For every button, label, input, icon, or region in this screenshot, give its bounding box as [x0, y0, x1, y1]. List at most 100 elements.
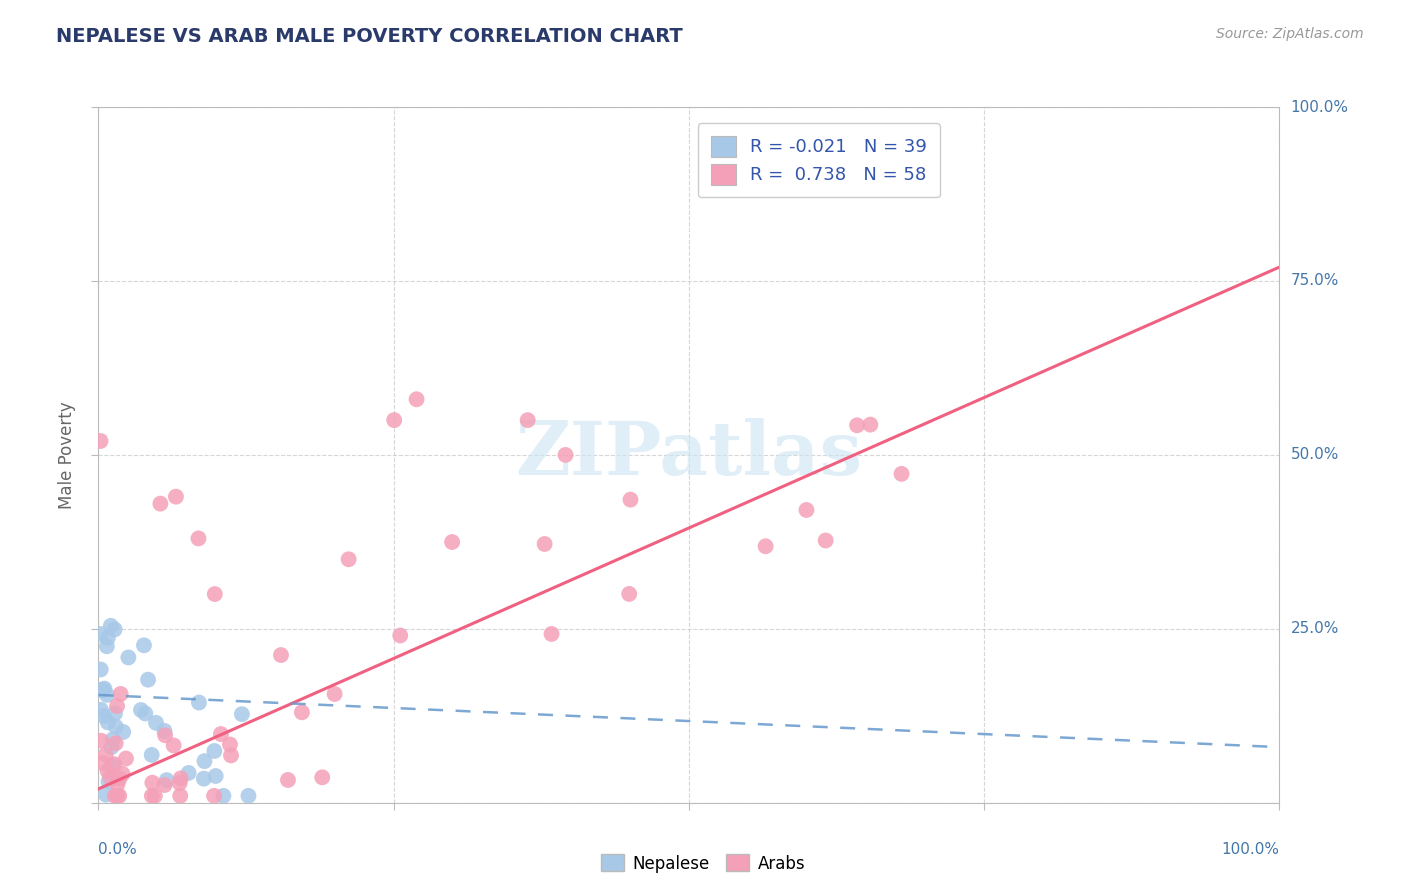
- Point: [143, 789, 166, 803]
- Point: [212, 789, 235, 803]
- Point: [291, 706, 314, 720]
- Point: [204, 769, 226, 783]
- Point: [209, 727, 232, 741]
- Point: [619, 587, 641, 601]
- Point: [141, 747, 163, 762]
- Point: [231, 707, 253, 722]
- Point: [93, 709, 115, 723]
- Point: [145, 715, 167, 730]
- Point: [100, 739, 122, 754]
- Point: [270, 648, 292, 662]
- Point: [96, 688, 118, 702]
- Point: [193, 754, 215, 768]
- Text: ZIPatlas: ZIPatlas: [516, 418, 862, 491]
- Point: [97, 715, 120, 730]
- Point: [108, 772, 131, 786]
- Point: [94, 788, 117, 802]
- Point: [105, 699, 128, 714]
- Point: [141, 789, 163, 803]
- Point: [382, 413, 405, 427]
- Legend: Nepalese, Arabs: Nepalese, Arabs: [593, 847, 813, 880]
- Point: [405, 392, 427, 407]
- Point: [104, 720, 127, 734]
- Point: [796, 503, 818, 517]
- Point: [134, 706, 156, 721]
- Point: [204, 587, 226, 601]
- Point: [132, 638, 155, 652]
- Text: Source: ZipAtlas.com: Source: ZipAtlas.com: [1216, 27, 1364, 41]
- Text: 0.0%: 0.0%: [98, 842, 138, 856]
- Point: [149, 497, 172, 511]
- Text: NEPALESE VS ARAB MALE POVERTY CORRELATION CHART: NEPALESE VS ARAB MALE POVERTY CORRELATIO…: [56, 27, 683, 45]
- Point: [110, 687, 132, 701]
- Point: [104, 789, 127, 803]
- Point: [153, 728, 176, 742]
- Point: [115, 751, 138, 765]
- Point: [533, 537, 555, 551]
- Point: [890, 467, 912, 481]
- Point: [156, 773, 179, 788]
- Point: [103, 757, 125, 772]
- Point: [165, 490, 187, 504]
- Point: [90, 627, 112, 641]
- Point: [90, 733, 112, 747]
- Point: [90, 663, 112, 677]
- Point: [187, 532, 209, 546]
- Point: [90, 703, 112, 717]
- Point: [91, 756, 114, 771]
- Point: [202, 789, 225, 803]
- Point: [219, 748, 242, 763]
- Point: [141, 775, 163, 789]
- Point: [755, 539, 778, 553]
- Legend: R = -0.021   N = 39, R =  0.738   N = 58: R = -0.021 N = 39, R = 0.738 N = 58: [697, 123, 939, 197]
- Point: [111, 767, 134, 781]
- Point: [170, 772, 193, 786]
- Point: [169, 789, 191, 803]
- Point: [104, 623, 127, 637]
- Point: [107, 777, 129, 791]
- Text: 100.0%: 100.0%: [1222, 842, 1279, 856]
- Point: [107, 789, 129, 803]
- Point: [89, 434, 111, 448]
- Point: [441, 535, 464, 549]
- Point: [91, 683, 114, 698]
- Point: [188, 696, 211, 710]
- Point: [219, 738, 242, 752]
- Point: [859, 417, 882, 432]
- Point: [169, 776, 191, 790]
- Text: 50.0%: 50.0%: [1291, 448, 1339, 462]
- Point: [97, 774, 120, 789]
- Point: [516, 413, 538, 427]
- Point: [162, 739, 184, 753]
- Point: [846, 418, 869, 433]
- Point: [96, 640, 118, 654]
- Point: [89, 683, 111, 698]
- Point: [323, 687, 346, 701]
- Text: 25.0%: 25.0%: [1291, 622, 1339, 636]
- Text: 75.0%: 75.0%: [1291, 274, 1339, 288]
- Point: [540, 627, 562, 641]
- Point: [554, 448, 576, 462]
- Point: [177, 766, 200, 780]
- Point: [619, 492, 641, 507]
- Point: [277, 772, 299, 787]
- Point: [101, 732, 124, 747]
- Point: [97, 764, 120, 778]
- Point: [108, 789, 131, 803]
- Point: [136, 673, 159, 687]
- Point: [153, 778, 176, 792]
- Point: [337, 552, 360, 566]
- Point: [100, 619, 122, 633]
- Point: [193, 772, 215, 786]
- Point: [94, 747, 117, 762]
- Point: [129, 703, 152, 717]
- Point: [238, 789, 260, 803]
- Point: [202, 744, 225, 758]
- Point: [97, 631, 120, 645]
- Point: [153, 723, 176, 738]
- Point: [101, 758, 124, 772]
- Point: [93, 681, 115, 696]
- Point: [117, 650, 139, 665]
- Point: [104, 736, 127, 750]
- Point: [389, 628, 412, 642]
